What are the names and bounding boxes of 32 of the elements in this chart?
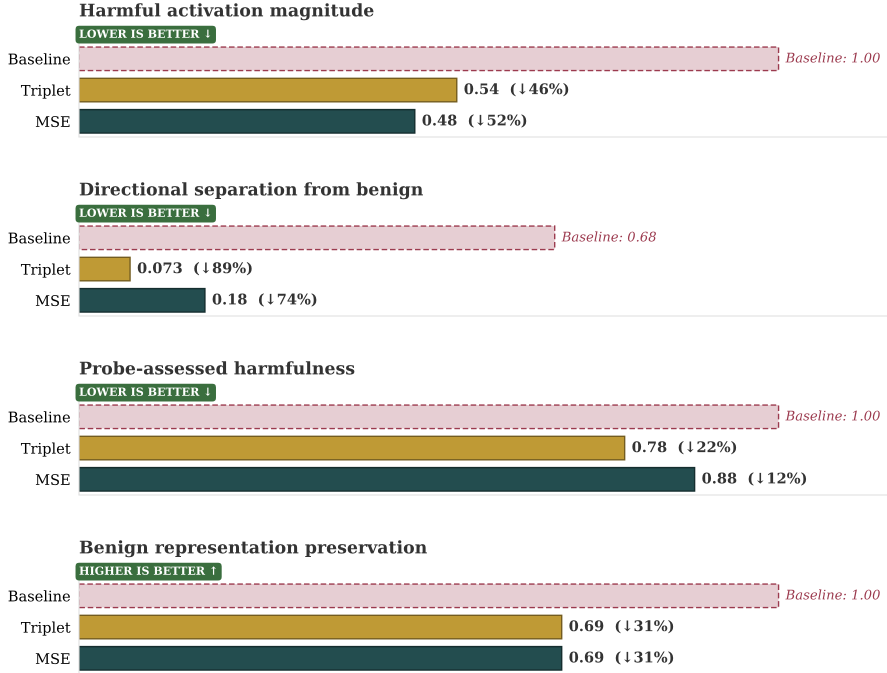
y-tick-label: MSE xyxy=(36,116,70,128)
data-label: 0.48 (↓52%) xyxy=(422,114,526,128)
data-label: 0.073 (↓89%) xyxy=(138,262,252,276)
data-label: 0.69 (↓31%) xyxy=(569,620,674,634)
chart-title: Directional separation from benign xyxy=(80,182,423,200)
data-label: Baseline: 1.00 xyxy=(785,589,880,600)
data-label: Baseline: 0.68 xyxy=(562,231,656,242)
y-tick-label: Baseline xyxy=(8,590,70,602)
data-label: Baseline: 1.00 xyxy=(785,410,880,421)
chart-title: Harmful activation magnitude xyxy=(80,3,374,20)
chart-title: Benign representation preservation xyxy=(80,540,427,558)
y-tick-label: MSE xyxy=(36,653,70,664)
y-tick-label: Baseline xyxy=(8,232,70,244)
y-tick-label: MSE xyxy=(36,474,70,486)
y-tick-label: Baseline xyxy=(8,411,70,423)
chart-title: Probe-assessed harmfulness xyxy=(80,361,354,375)
data-label: 0.78 (↓22%) xyxy=(632,441,736,454)
data-label: 0.88 (↓12%) xyxy=(702,472,806,486)
y-tick-label: Triplet xyxy=(20,264,71,278)
data-label: 0.69 (↓31%) xyxy=(569,651,674,665)
data-label: Baseline: 1.00 xyxy=(785,52,880,63)
text: LOWER IS BETTER ↓ xyxy=(80,387,210,396)
data-label: 0.54 (↓46%) xyxy=(464,83,568,96)
text: LOWER IS BETTER ↓ xyxy=(80,208,210,217)
y-tick-label: Triplet xyxy=(20,622,71,636)
text: HIGHER IS BETTER ↑ xyxy=(80,566,216,575)
y-tick-label: Triplet xyxy=(20,84,71,99)
y-tick-label: Baseline xyxy=(8,53,70,65)
y-tick-label: MSE xyxy=(36,295,70,306)
y-tick-label: Triplet xyxy=(20,442,71,457)
text: LOWER IS BETTER ↓ xyxy=(80,29,210,38)
data-label: 0.18 (↓74%) xyxy=(212,293,316,307)
